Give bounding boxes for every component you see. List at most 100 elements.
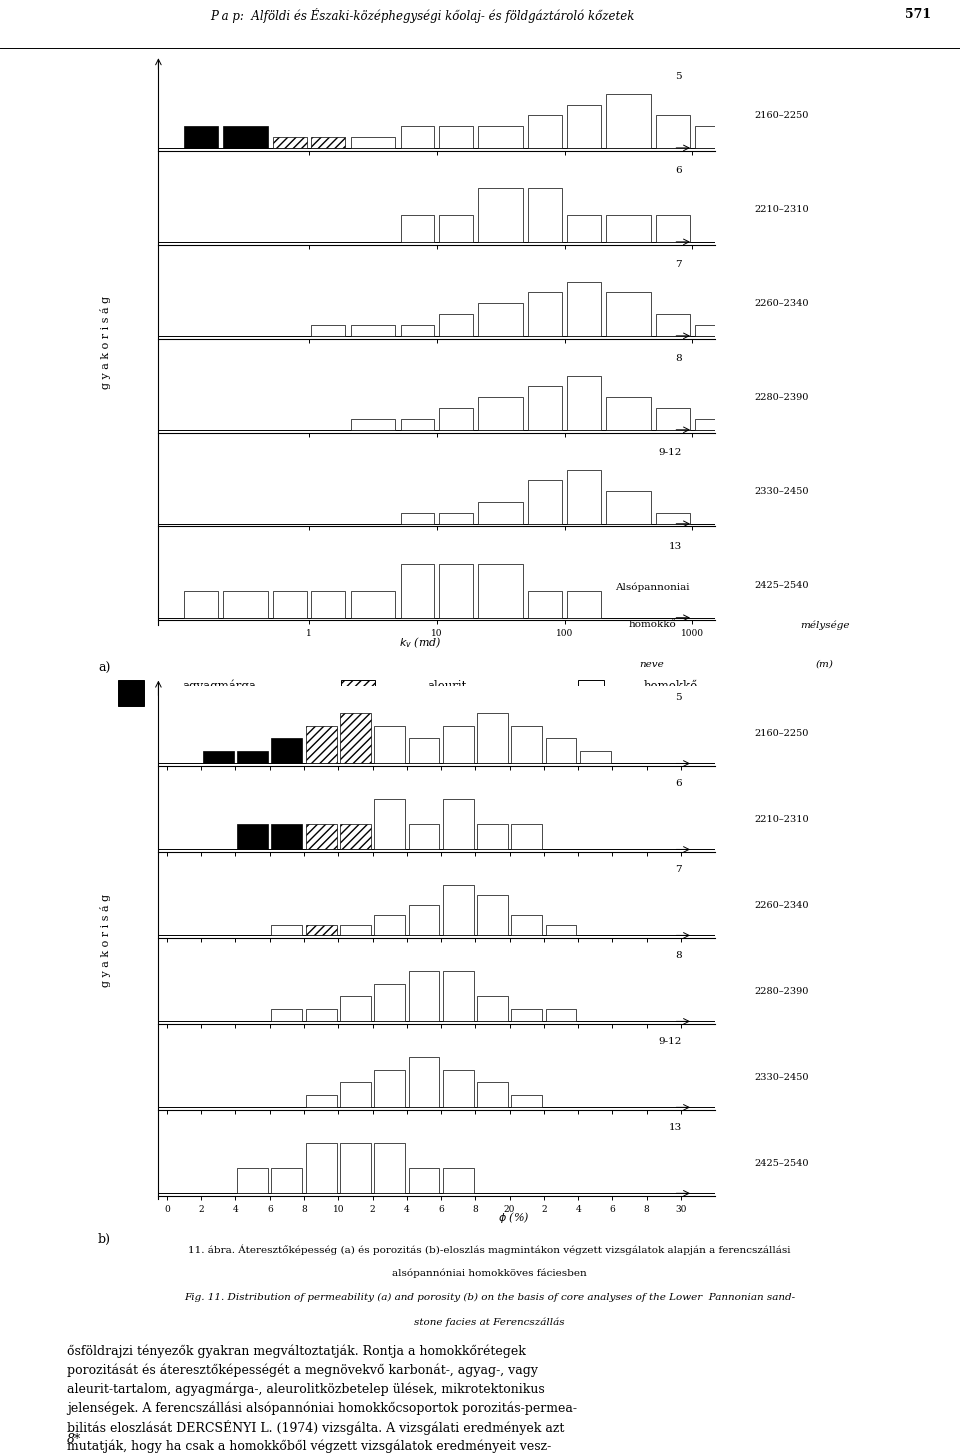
Text: porozitását és áteresztőképességét a megnövekvő karbonát-, agyag-, vagy: porozitását és áteresztőképességét a meg…	[67, 1363, 539, 1376]
Bar	[305, 1144, 337, 1193]
Text: agyagmárga: agyagmárga	[182, 680, 256, 693]
Text: aleurit-tartalom, agyagmárga-, aleurolitközbetelep ülések, mikrotektonikus: aleurit-tartalom, agyagmárga-, aleurolit…	[67, 1382, 545, 1395]
Text: g y a k o r i s á g: g y a k o r i s á g	[100, 296, 111, 389]
Text: 2280–2390: 2280–2390	[755, 392, 808, 402]
Text: 9-12: 9-12	[659, 448, 682, 456]
Bar	[656, 408, 690, 430]
Bar	[350, 418, 396, 430]
Bar	[311, 590, 346, 618]
Bar	[477, 895, 508, 936]
Text: 2260–2340: 2260–2340	[755, 299, 808, 308]
Text: 2210–2310: 2210–2310	[755, 205, 809, 214]
Bar	[443, 1069, 473, 1107]
Bar	[694, 325, 729, 336]
Bar	[183, 126, 218, 148]
Text: (m): (m)	[816, 660, 834, 668]
Bar	[272, 1168, 302, 1193]
Text: 13: 13	[668, 1123, 682, 1132]
Bar	[578, 680, 605, 706]
Text: 7: 7	[675, 260, 682, 269]
Text: $k_v$ (md): $k_v$ (md)	[398, 635, 442, 649]
Bar	[477, 713, 508, 763]
Bar	[580, 751, 611, 763]
Bar	[203, 751, 234, 763]
Bar	[350, 325, 396, 336]
Bar	[237, 824, 268, 850]
Bar	[606, 215, 651, 241]
Bar	[305, 824, 337, 850]
Bar	[340, 926, 371, 936]
Text: 2425–2540: 2425–2540	[755, 1158, 808, 1168]
Bar	[439, 215, 473, 241]
Text: mutatják, hogy ha csak a homokkőből végzett vizsgálatok eredményeit vesz-: mutatják, hogy ha csak a homokkőből végz…	[67, 1438, 551, 1453]
Bar	[409, 905, 440, 936]
Bar	[528, 481, 563, 523]
Text: homokkő: homokkő	[643, 680, 698, 693]
Bar	[694, 418, 729, 430]
Bar	[478, 503, 523, 523]
Bar	[566, 376, 601, 430]
Bar	[656, 314, 690, 336]
Text: P a p:  Alföldi és Északi-középhegységi kőolaj- és földgáztároló kőzetek: P a p: Alföldi és Északi-középhegységi k…	[210, 7, 635, 23]
Bar	[656, 115, 690, 148]
Text: 571: 571	[905, 7, 931, 20]
Bar	[512, 915, 542, 936]
Text: 5: 5	[675, 73, 682, 81]
Bar	[409, 971, 440, 1021]
Bar	[340, 1144, 371, 1193]
Text: 7: 7	[675, 866, 682, 875]
Bar	[273, 137, 307, 148]
Bar	[374, 984, 405, 1021]
Bar	[439, 126, 473, 148]
Bar	[400, 513, 435, 523]
Bar	[439, 314, 473, 336]
Bar	[477, 824, 508, 850]
Bar	[305, 926, 337, 936]
Bar	[409, 824, 440, 850]
Bar	[606, 292, 651, 336]
Bar	[443, 971, 473, 1021]
Bar	[350, 137, 396, 148]
Bar	[439, 564, 473, 618]
Bar	[477, 997, 508, 1021]
Bar	[400, 215, 435, 241]
Bar	[340, 1082, 371, 1107]
Text: 13: 13	[668, 542, 682, 551]
Text: aleurit: aleurit	[427, 680, 467, 693]
Text: 8: 8	[675, 952, 682, 960]
Bar	[340, 997, 371, 1021]
Text: 11. ábra. Áteresztőképesség (a) és porozitás (b)-eloszlás magmintákon végzett vi: 11. ábra. Áteresztőképesség (a) és poroz…	[188, 1244, 791, 1255]
Text: 2210–2310: 2210–2310	[755, 815, 809, 824]
Text: 9-12: 9-12	[659, 1037, 682, 1046]
Bar	[374, 726, 405, 763]
Text: mélysége: mélysége	[800, 620, 850, 631]
Text: g y a k o r i s á g: g y a k o r i s á g	[100, 894, 111, 988]
Bar	[606, 491, 651, 523]
Text: 2260–2340: 2260–2340	[755, 901, 808, 910]
Bar	[512, 824, 542, 850]
Bar	[409, 1168, 440, 1193]
Bar	[400, 126, 435, 148]
Text: a): a)	[99, 661, 111, 674]
Bar	[606, 94, 651, 148]
Text: 2280–2390: 2280–2390	[755, 987, 808, 995]
Bar	[223, 126, 268, 148]
Text: alsópannóniai homokköves fáciesben: alsópannóniai homokköves fáciesben	[393, 1268, 587, 1279]
Bar	[272, 926, 302, 936]
Text: neve: neve	[639, 660, 664, 668]
Bar	[656, 215, 690, 241]
Bar	[374, 915, 405, 936]
Bar	[478, 564, 523, 618]
Bar	[272, 824, 302, 850]
Text: b): b)	[98, 1234, 111, 1247]
Bar	[439, 408, 473, 430]
Text: 5: 5	[675, 693, 682, 702]
Text: jelenségek. A ferencszállási alsópannóniai homokkőcsoportok porozitás-permea-: jelenségek. A ferencszállási alsópannóni…	[67, 1401, 577, 1415]
Text: 2160–2250: 2160–2250	[755, 110, 808, 121]
Bar	[273, 590, 307, 618]
Bar	[183, 590, 218, 618]
Bar	[223, 590, 268, 618]
Bar	[443, 1168, 473, 1193]
Bar	[374, 1069, 405, 1107]
Text: ősföldrajzi tényezők gyakran megváltoztatják. Rontja a homokkőrétegek: ősföldrajzi tényezők gyakran megváltozta…	[67, 1344, 526, 1357]
